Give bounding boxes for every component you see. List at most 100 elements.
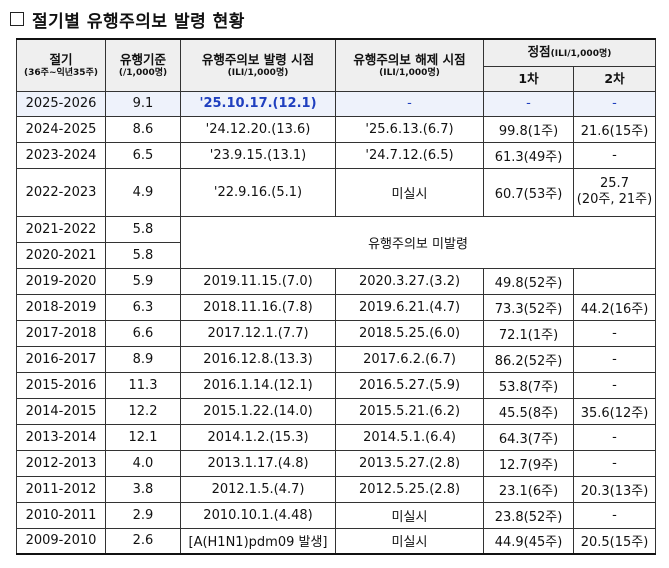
cell-peak-1: 86.2(52주) — [483, 345, 574, 373]
cell-peak-1: 44.9(45주) — [483, 527, 574, 555]
cell-onset: [A(H1N1)pdm09 발생] — [180, 527, 336, 555]
cell-threshold: 12.2 — [105, 397, 181, 425]
header-onset-sub: (ILI/1,000명) — [227, 67, 289, 78]
cell-peak-1: 60.7(53주) — [483, 167, 574, 217]
cell-release: 2017.6.2.(6.7) — [335, 345, 484, 373]
cell-season: 2013-2014 — [16, 423, 106, 451]
cell-threshold: 2.6 — [105, 527, 181, 555]
checkbox-square-icon — [10, 12, 24, 26]
cell-release: 미실시 — [335, 167, 484, 217]
cell-season: 2014-2015 — [16, 397, 106, 425]
cell-season: 2023-2024 — [16, 141, 106, 169]
table-row: 2009-2010 2.6 [A(H1N1)pdm09 발생] 미실시 44.9… — [16, 527, 656, 555]
cell-threshold: 2.9 — [105, 501, 181, 529]
cell-peak-2: - — [573, 141, 656, 169]
cell-peak-2 — [573, 267, 656, 295]
cell-onset: '23.9.15.(13.1) — [180, 141, 336, 169]
cell-peak-1: 99.8(1주) — [483, 115, 574, 143]
header-release: 유행주의보 해제 시점 (ILI/1,000명) — [335, 38, 484, 92]
cell-season: 2021-2022 — [16, 215, 106, 243]
cell-peak-2-value: 25.7 — [600, 176, 629, 191]
header-release-sub: (ILI/1,000명) — [379, 67, 440, 78]
table-row: 2013-2014 12.1 2014.1.2.(15.3) 2014.5.1.… — [16, 423, 656, 451]
cell-peak-1: 73.3(52주) — [483, 293, 574, 321]
cell-release: '25.6.13.(6.7) — [335, 115, 484, 143]
table-row: 2019-2020 5.9 2019.11.15.(7.0) 2020.3.27… — [16, 267, 656, 295]
header-peak-2: 2차 — [573, 65, 656, 92]
header-season-sub: (36주~익년35주) — [24, 67, 98, 78]
section-title: 절기별 유행주의보 발령 현황 — [10, 6, 245, 32]
cell-peak-2: 25.7 (20주, 21주) — [573, 167, 656, 217]
cell-release: 2019.6.21.(4.7) — [335, 293, 484, 321]
table-row: 2020-2021 5.8 — [16, 241, 656, 269]
table-row: 2023-2024 6.5 '23.9.15.(13.1) '24.7.12.(… — [16, 141, 656, 169]
cell-no-advisory: 유행주의보 미발령 — [180, 215, 656, 269]
cell-peak-2: 20.3(13주) — [573, 475, 656, 503]
cell-season: 2010-2011 — [16, 501, 106, 529]
cell-season: 2016-2017 — [16, 345, 106, 373]
cell-peak-2: - — [573, 345, 656, 373]
cell-release: 2015.5.21.(6.2) — [335, 397, 484, 425]
cell-season: 2017-2018 — [16, 319, 106, 347]
cell-peak-2: 44.2(16주) — [573, 293, 656, 321]
cell-threshold: 3.8 — [105, 475, 181, 503]
cell-onset: 2017.12.1.(7.7) — [180, 319, 336, 347]
cell-season: 2024-2025 — [16, 115, 106, 143]
table-row: 2011-2012 3.8 2012.1.5.(4.7) 2012.5.25.(… — [16, 475, 656, 503]
cell-peak-1: 49.8(52주) — [483, 267, 574, 295]
cell-threshold: 6.6 — [105, 319, 181, 347]
cell-threshold: 12.1 — [105, 423, 181, 451]
cell-threshold: 5.8 — [105, 215, 181, 243]
cell-peak-2: 21.6(15주) — [573, 115, 656, 143]
header-release-label: 유행주의보 해제 시점 — [353, 51, 466, 67]
cell-peak-1: 23.8(52주) — [483, 501, 574, 529]
cell-onset: 2012.1.5.(4.7) — [180, 475, 336, 503]
cell-threshold: 8.6 — [105, 115, 181, 143]
flu-advisory-table: 절기 (36주~익년35주) 유행기준 (/1,000명) 유행주의보 발령 시… — [16, 38, 656, 555]
cell-release: 2020.3.27.(3.2) — [335, 267, 484, 295]
table-row: 2015-2016 11.3 2016.1.14.(12.1) 2016.5.2… — [16, 371, 656, 399]
cell-onset: 2015.1.22.(14.0) — [180, 397, 336, 425]
cell-peak-2: - — [573, 371, 656, 399]
cell-threshold: 4.0 — [105, 449, 181, 477]
cell-peak-1: 12.7(9주) — [483, 449, 574, 477]
header-season-label: 절기 — [49, 51, 73, 67]
cell-threshold: 9.1 — [105, 90, 181, 117]
cell-release: 미실시 — [335, 527, 484, 555]
cell-release: 2013.5.27.(2.8) — [335, 449, 484, 477]
cell-peak-2: - — [573, 423, 656, 451]
cell-peak-1: 64.3(7주) — [483, 423, 574, 451]
header-onset-label: 유행주의보 발령 시점 — [201, 51, 315, 67]
cell-season: 2012-2013 — [16, 449, 106, 477]
cell-onset: 2019.11.15.(7.0) — [180, 267, 336, 295]
table-row: 2017-2018 6.6 2017.12.1.(7.7) 2018.5.25.… — [16, 319, 656, 347]
table-row: 2016-2017 8.9 2016.12.8.(13.3) 2017.6.2.… — [16, 345, 656, 373]
header-peak-label: 정점 — [527, 43, 551, 59]
header-peak: 정점(ILI/1,000명) — [483, 38, 656, 67]
cell-threshold: 5.8 — [105, 241, 181, 269]
cell-peak-1: 72.1(1주) — [483, 319, 574, 347]
cell-season: 2022-2023 — [16, 167, 106, 217]
cell-release: 2018.5.25.(6.0) — [335, 319, 484, 347]
table-row: 2021-2022 5.8 유행주의보 미발령 — [16, 215, 656, 269]
cell-onset: '22.9.16.(5.1) — [180, 167, 336, 217]
header-threshold-label: 유행기준 — [119, 51, 166, 67]
cell-onset: 2018.11.16.(7.8) — [180, 293, 336, 321]
header-peak-sub: (ILI/1,000명) — [550, 48, 612, 59]
section-title-text: 절기별 유행주의보 발령 현황 — [32, 11, 245, 32]
cell-release: 2016.5.27.(5.9) — [335, 371, 484, 399]
table-row: 2010-2011 2.9 2010.10.1.(4.48) 미실시 23.8(… — [16, 501, 656, 529]
cell-threshold: 4.9 — [105, 167, 181, 217]
cell-onset: 2014.1.2.(15.3) — [180, 423, 336, 451]
cell-threshold: 5.9 — [105, 267, 181, 295]
cell-season: 2011-2012 — [16, 475, 106, 503]
cell-threshold: 6.3 — [105, 293, 181, 321]
table-row: 2025-2026 9.1 '25.10.17.(12.1) - - - — [16, 90, 656, 117]
cell-onset: 2010.10.1.(4.48) — [180, 501, 336, 529]
cell-onset: 2013.1.17.(4.8) — [180, 449, 336, 477]
cell-peak-2-weeks: (20주, 21주) — [576, 192, 653, 207]
cell-season: 2025-2026 — [16, 90, 106, 117]
cell-peak-2: - — [573, 319, 656, 347]
cell-release: '24.7.12.(6.5) — [335, 141, 484, 169]
cell-release: - — [335, 90, 484, 117]
